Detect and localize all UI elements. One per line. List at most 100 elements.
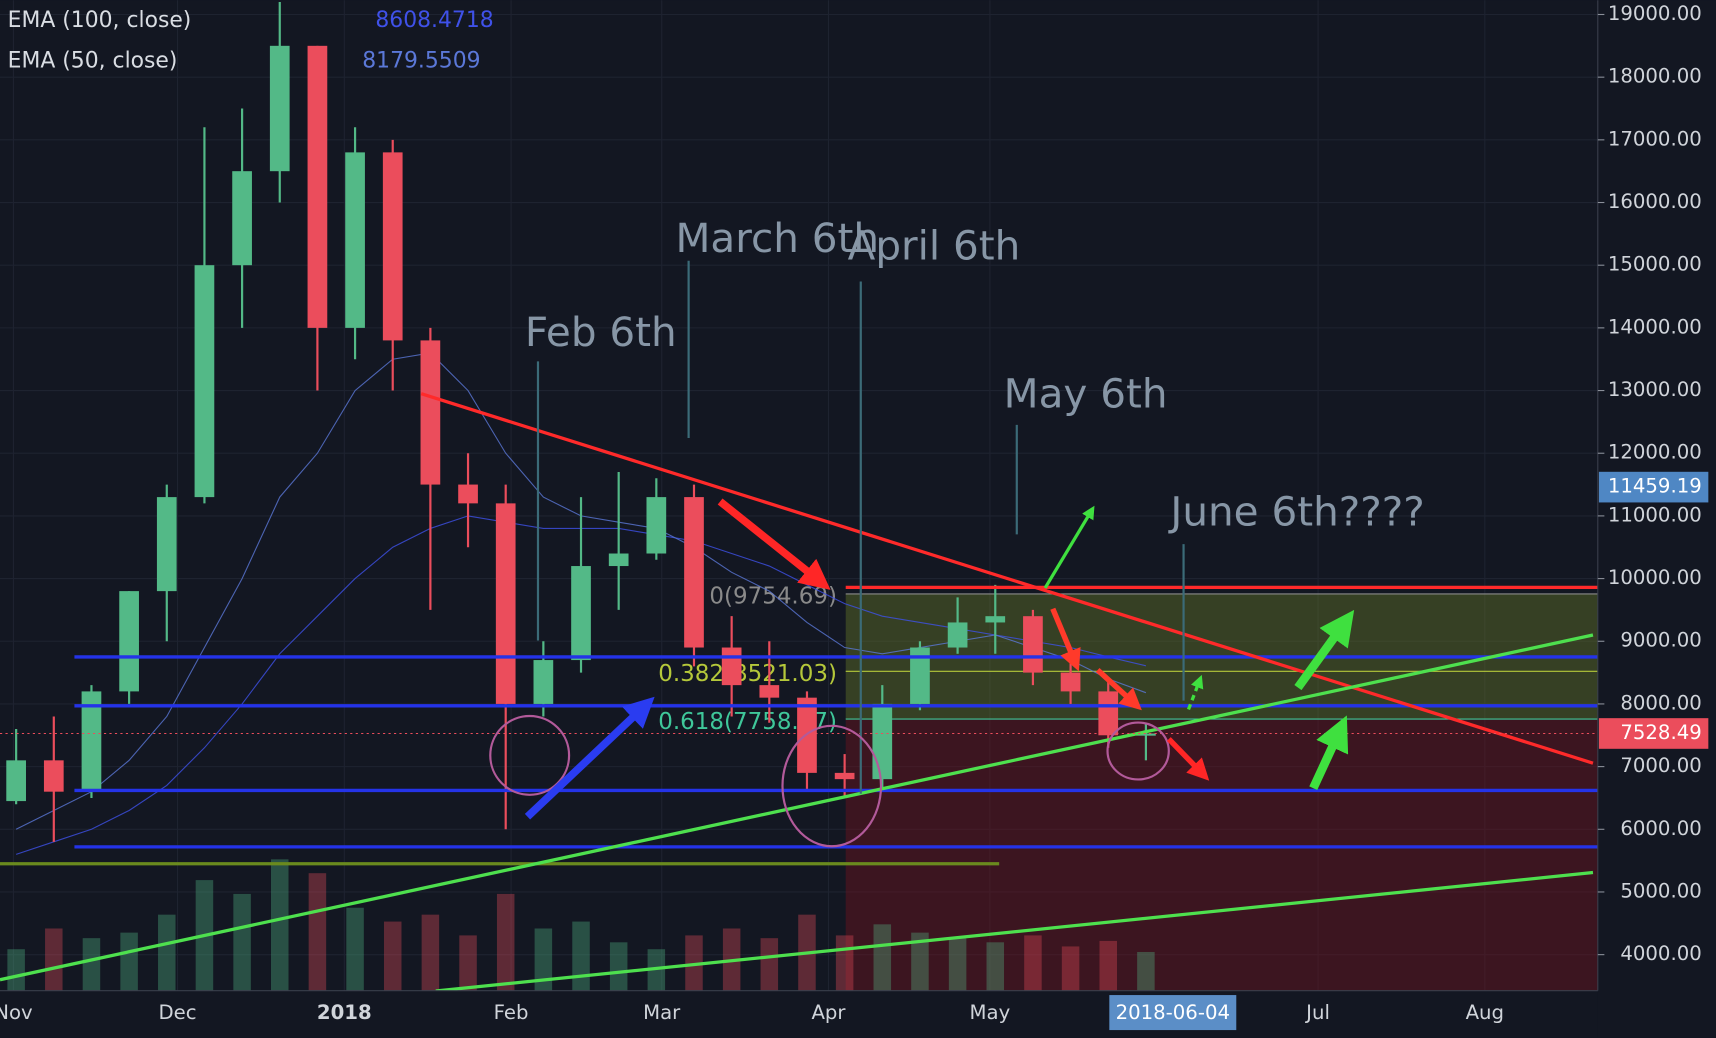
candle-body <box>194 265 215 498</box>
candle-body <box>910 647 930 704</box>
fib-zone <box>845 719 1598 991</box>
annotation-text: Feb 6th <box>525 308 677 356</box>
y-tick-label: 13000.00 <box>1608 378 1702 401</box>
annotation-text: March 6th <box>675 214 879 262</box>
fib-label: 0.382(8521.03) <box>658 661 837 687</box>
x-tick-label: Jul <box>1304 1001 1330 1024</box>
y-tick-label: 19000.00 <box>1608 2 1702 25</box>
candle-body <box>1136 733 1156 736</box>
arrow <box>717 498 831 590</box>
volume-bar <box>308 873 327 991</box>
x-axis-panel <box>0 990 1598 1038</box>
volume-bar <box>45 928 63 991</box>
candle-body <box>947 622 968 648</box>
volume-bar <box>873 924 892 991</box>
arrow <box>1043 505 1095 589</box>
legend-name: EMA (100, close) <box>8 8 192 33</box>
y-axis-panel <box>1597 0 1716 1038</box>
candle-body <box>1023 616 1043 673</box>
volume-bar <box>233 893 251 991</box>
volume-bar <box>383 921 402 991</box>
volume-bar <box>120 932 138 991</box>
drawings <box>489 498 1355 848</box>
candle-body <box>608 553 629 567</box>
x-tick-label: Nov <box>0 1001 33 1024</box>
x-tick-label: Feb <box>494 1001 529 1024</box>
circle <box>781 724 883 848</box>
candle-body <box>1060 672 1081 692</box>
candle-body <box>269 45 290 172</box>
candle-body <box>307 45 328 328</box>
arrow <box>1309 715 1349 791</box>
volume-bar <box>1061 946 1080 991</box>
trendline <box>435 870 1594 993</box>
y-tick-label: 11000.00 <box>1608 503 1702 526</box>
volume-bar <box>496 893 515 991</box>
circle <box>1106 721 1170 781</box>
trendline <box>0 633 1594 982</box>
volume-bar <box>270 859 289 991</box>
candle-body <box>81 691 102 792</box>
candle-body <box>721 647 742 686</box>
candle-body <box>345 152 365 328</box>
candle-body <box>6 760 26 802</box>
volume-bar <box>1024 935 1042 991</box>
candle-body <box>232 171 252 266</box>
price-box <box>1598 718 1709 749</box>
volume-bar <box>534 928 553 991</box>
y-tick-label: 12000.00 <box>1608 441 1702 464</box>
candle-body <box>646 497 667 554</box>
y-tick-label: 15000.00 <box>1608 253 1702 276</box>
candle-body <box>797 697 817 773</box>
volume-bar <box>572 921 590 991</box>
arrow <box>1294 609 1355 691</box>
candle-body <box>985 616 1006 623</box>
candle-body <box>533 660 554 704</box>
y-tick-label: 17000.00 <box>1608 127 1702 150</box>
arrow <box>1186 674 1204 711</box>
volume-bar <box>82 938 101 991</box>
y-tick-label: 9000.00 <box>1620 629 1701 652</box>
candle-body <box>571 566 591 661</box>
volume-bar <box>609 942 628 991</box>
x-tick-label: Aug <box>1466 1001 1504 1024</box>
annotation-text: May 6th <box>1004 369 1168 417</box>
x-tick-label: 2018 <box>317 1001 372 1024</box>
price-box <box>1598 471 1709 503</box>
y-tick-label: 18000.00 <box>1608 65 1702 88</box>
candle-body <box>872 703 893 780</box>
legend-name: EMA (50, close) <box>8 49 178 74</box>
y-tick-label: 16000.00 <box>1608 190 1702 213</box>
annotation-text: June 6th???? <box>1167 488 1424 536</box>
x-tick-label: Mar <box>643 1001 681 1024</box>
annotation-text: April 6th <box>848 222 1021 270</box>
volume-bar <box>1099 940 1117 991</box>
arrow <box>1166 737 1210 781</box>
arrow <box>1050 607 1081 672</box>
candle-body <box>684 497 704 648</box>
volume-bar <box>421 914 440 991</box>
volume-bar <box>7 949 25 991</box>
volume-bar <box>948 938 967 991</box>
candle-body <box>156 497 177 592</box>
y-tick-label: 4000.00 <box>1620 942 1701 965</box>
candle-body <box>382 152 403 341</box>
volume-bar <box>760 938 779 991</box>
arrow <box>524 696 655 820</box>
volume-bar <box>986 942 1005 991</box>
volume-bar <box>346 907 364 991</box>
volume-bar <box>911 932 929 991</box>
price-label: 11459.19 <box>1608 475 1702 498</box>
y-tick-label: 5000.00 <box>1620 879 1701 902</box>
trendline <box>420 392 1594 765</box>
cursor-date-box <box>1109 995 1237 1031</box>
volume-bar <box>158 914 176 991</box>
legend-value: 8179.5509 <box>362 49 480 74</box>
candle-body <box>119 591 139 692</box>
y-tick-label: 14000.00 <box>1608 315 1702 338</box>
y-tick-label: 7000.00 <box>1620 754 1701 777</box>
y-tick-label: 8000.00 <box>1620 691 1701 714</box>
